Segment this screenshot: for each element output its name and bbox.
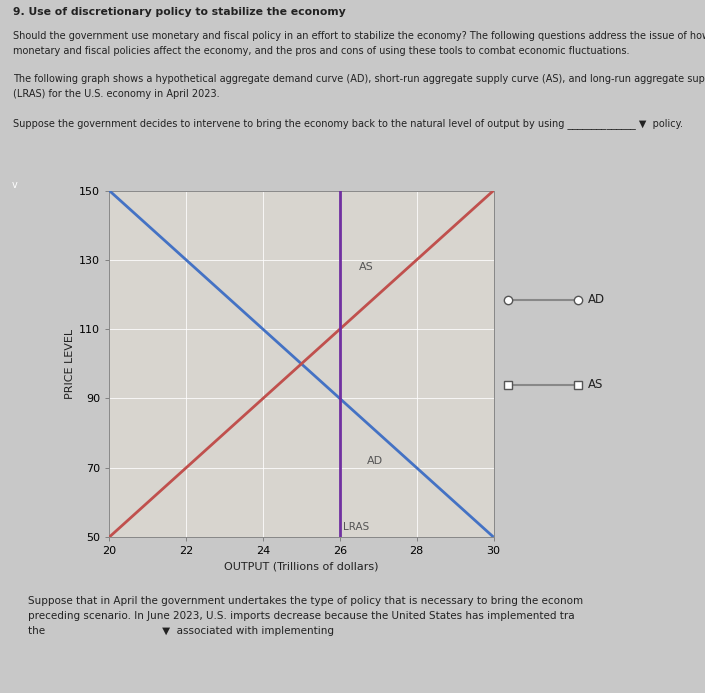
Text: 9. Use of discretionary policy to stabilize the economy: 9. Use of discretionary policy to stabil… — [13, 7, 345, 17]
Text: AS: AS — [588, 378, 603, 391]
Text: AD: AD — [588, 293, 605, 306]
X-axis label: OUTPUT (Trillions of dollars): OUTPUT (Trillions of dollars) — [224, 561, 379, 572]
Y-axis label: PRICE LEVEL: PRICE LEVEL — [65, 328, 75, 399]
Text: AD: AD — [367, 456, 383, 466]
Text: AS: AS — [359, 262, 374, 272]
Text: Suppose that in April the government undertakes the type of policy that is neces: Suppose that in April the government und… — [28, 596, 583, 636]
Text: v: v — [11, 179, 18, 190]
Text: LRAS: LRAS — [343, 522, 369, 532]
Text: Should the government use monetary and fiscal policy in an effort to stabilize t: Should the government use monetary and f… — [13, 31, 705, 129]
